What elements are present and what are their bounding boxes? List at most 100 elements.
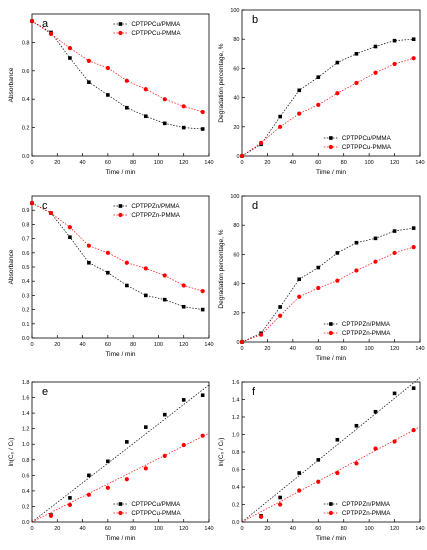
x-tick-label: 40 bbox=[80, 526, 86, 532]
y-tick-label: 0.4 bbox=[22, 489, 30, 495]
y-tick-label: 0.7 bbox=[22, 237, 30, 243]
data-point bbox=[335, 437, 340, 442]
data-point bbox=[86, 58, 91, 63]
x-tick-label: 40 bbox=[80, 160, 86, 166]
y-tick-label: 0.2 bbox=[22, 504, 30, 510]
y-tick-label: 0.2 bbox=[22, 308, 30, 314]
data-point bbox=[278, 495, 282, 500]
x-tick-label: 80 bbox=[341, 160, 347, 166]
x-tick-label: 100 bbox=[154, 526, 163, 532]
x-tick-label: 0 bbox=[240, 346, 243, 352]
y-tick-label: 0.0 bbox=[22, 336, 30, 342]
legend-label: CPTPPCu-PMMA bbox=[131, 30, 181, 37]
series-2 bbox=[241, 426, 421, 523]
data-point bbox=[373, 70, 378, 75]
data-point bbox=[316, 265, 321, 270]
x-axis-label: Time / min bbox=[105, 351, 135, 358]
x-tick-label: 100 bbox=[365, 346, 374, 352]
plot-frame bbox=[241, 195, 421, 343]
data-point bbox=[181, 398, 186, 402]
plot-frame bbox=[31, 381, 210, 523]
y-tick-label: 60 bbox=[233, 66, 239, 72]
legend-label: CPTPPCu/PMMA bbox=[131, 21, 181, 28]
data-point bbox=[335, 91, 340, 96]
legend-entry: CPTPPZn-PMMA bbox=[323, 330, 391, 337]
x-tick-label: 20 bbox=[264, 526, 270, 532]
data-point bbox=[181, 304, 186, 309]
data-point bbox=[87, 80, 91, 84]
data-point bbox=[278, 124, 283, 129]
x-axis-label: Time / min bbox=[316, 355, 346, 362]
y-tick-label: 20 bbox=[233, 311, 239, 317]
panel-label: c bbox=[42, 200, 48, 212]
x-tick-label: 20 bbox=[264, 346, 270, 352]
data-point bbox=[297, 471, 302, 475]
data-point bbox=[125, 283, 129, 288]
data-point bbox=[411, 386, 416, 390]
legend-label: CPTPPZn-PMMA bbox=[342, 330, 391, 337]
y-tick-label: 1.2 bbox=[22, 427, 30, 433]
y-tick-label: 80 bbox=[233, 223, 239, 229]
legend-marker bbox=[118, 204, 123, 208]
y-tick-label: 0.8 bbox=[232, 450, 240, 456]
y-tick-label: 1.6 bbox=[232, 380, 240, 386]
x-tick-label: 60 bbox=[315, 160, 321, 166]
data-point bbox=[200, 307, 205, 312]
y-tick-label: 0.6 bbox=[22, 251, 30, 257]
x-axis-label: Time / min bbox=[316, 169, 346, 176]
x-tick-label: 20 bbox=[54, 160, 60, 166]
data-point bbox=[162, 297, 167, 302]
data-point bbox=[373, 236, 378, 241]
data-point bbox=[162, 97, 167, 102]
data-point bbox=[200, 433, 205, 438]
data-point bbox=[297, 88, 302, 93]
data-point bbox=[354, 461, 359, 466]
series-2 bbox=[239, 56, 416, 159]
series-line bbox=[241, 246, 414, 343]
data-point bbox=[373, 409, 378, 414]
chart-panel-c: 0 20 40 60 80 100 120 140 0.0 0.1 0.2 0.3 0.4 0.5 0.6 0… bbox=[8, 195, 214, 358]
data-point bbox=[162, 412, 167, 417]
x-tick-label: 100 bbox=[154, 160, 163, 166]
x-axis-label: Time / min bbox=[105, 535, 135, 542]
legend-label: CPTPPCu-PMMA bbox=[131, 510, 181, 517]
data-point bbox=[143, 266, 148, 271]
y-tick-label: 60 bbox=[233, 252, 239, 258]
x-tick-label: 80 bbox=[341, 526, 347, 532]
series-1 bbox=[241, 377, 421, 523]
y-tick-label: 100 bbox=[230, 194, 239, 200]
y-tick-label: 0.5 bbox=[22, 265, 30, 271]
x-tick-label: 20 bbox=[264, 160, 270, 166]
x-tick-label: 120 bbox=[390, 526, 399, 532]
data-point bbox=[392, 391, 397, 396]
x-tick-label: 40 bbox=[290, 160, 296, 166]
plot-frame bbox=[241, 381, 421, 523]
y-tick-label: 1.0 bbox=[22, 442, 30, 448]
data-point bbox=[48, 210, 54, 216]
x-tick-label: 0 bbox=[240, 526, 243, 532]
legend-label: CPTPPZn/PMMA bbox=[342, 501, 391, 508]
legend-marker bbox=[118, 212, 123, 218]
data-point bbox=[316, 458, 321, 462]
plot-frame bbox=[241, 9, 421, 157]
data-point bbox=[297, 111, 302, 116]
y-tick-label: 0.2 bbox=[22, 126, 30, 132]
legend-entry: CPTPPCu-PMMA bbox=[113, 30, 181, 37]
y-tick-label: 0.6 bbox=[22, 69, 30, 75]
data-point bbox=[86, 492, 91, 497]
x-tick-label: 60 bbox=[105, 526, 111, 532]
data-point bbox=[373, 44, 378, 49]
legend-marker bbox=[329, 502, 333, 506]
x-tick-label: 140 bbox=[415, 160, 424, 166]
data-point bbox=[67, 45, 73, 51]
data-point bbox=[258, 514, 264, 519]
legend-entry: CPTPPCu/PMMA bbox=[323, 135, 392, 142]
y-tick-label: 0.1 bbox=[22, 322, 30, 328]
panel-label: b bbox=[252, 14, 258, 26]
data-point bbox=[181, 104, 186, 109]
data-point bbox=[373, 259, 378, 264]
data-point bbox=[181, 442, 186, 448]
y-tick-label: 0.8 bbox=[22, 40, 30, 46]
data-point bbox=[106, 270, 110, 275]
